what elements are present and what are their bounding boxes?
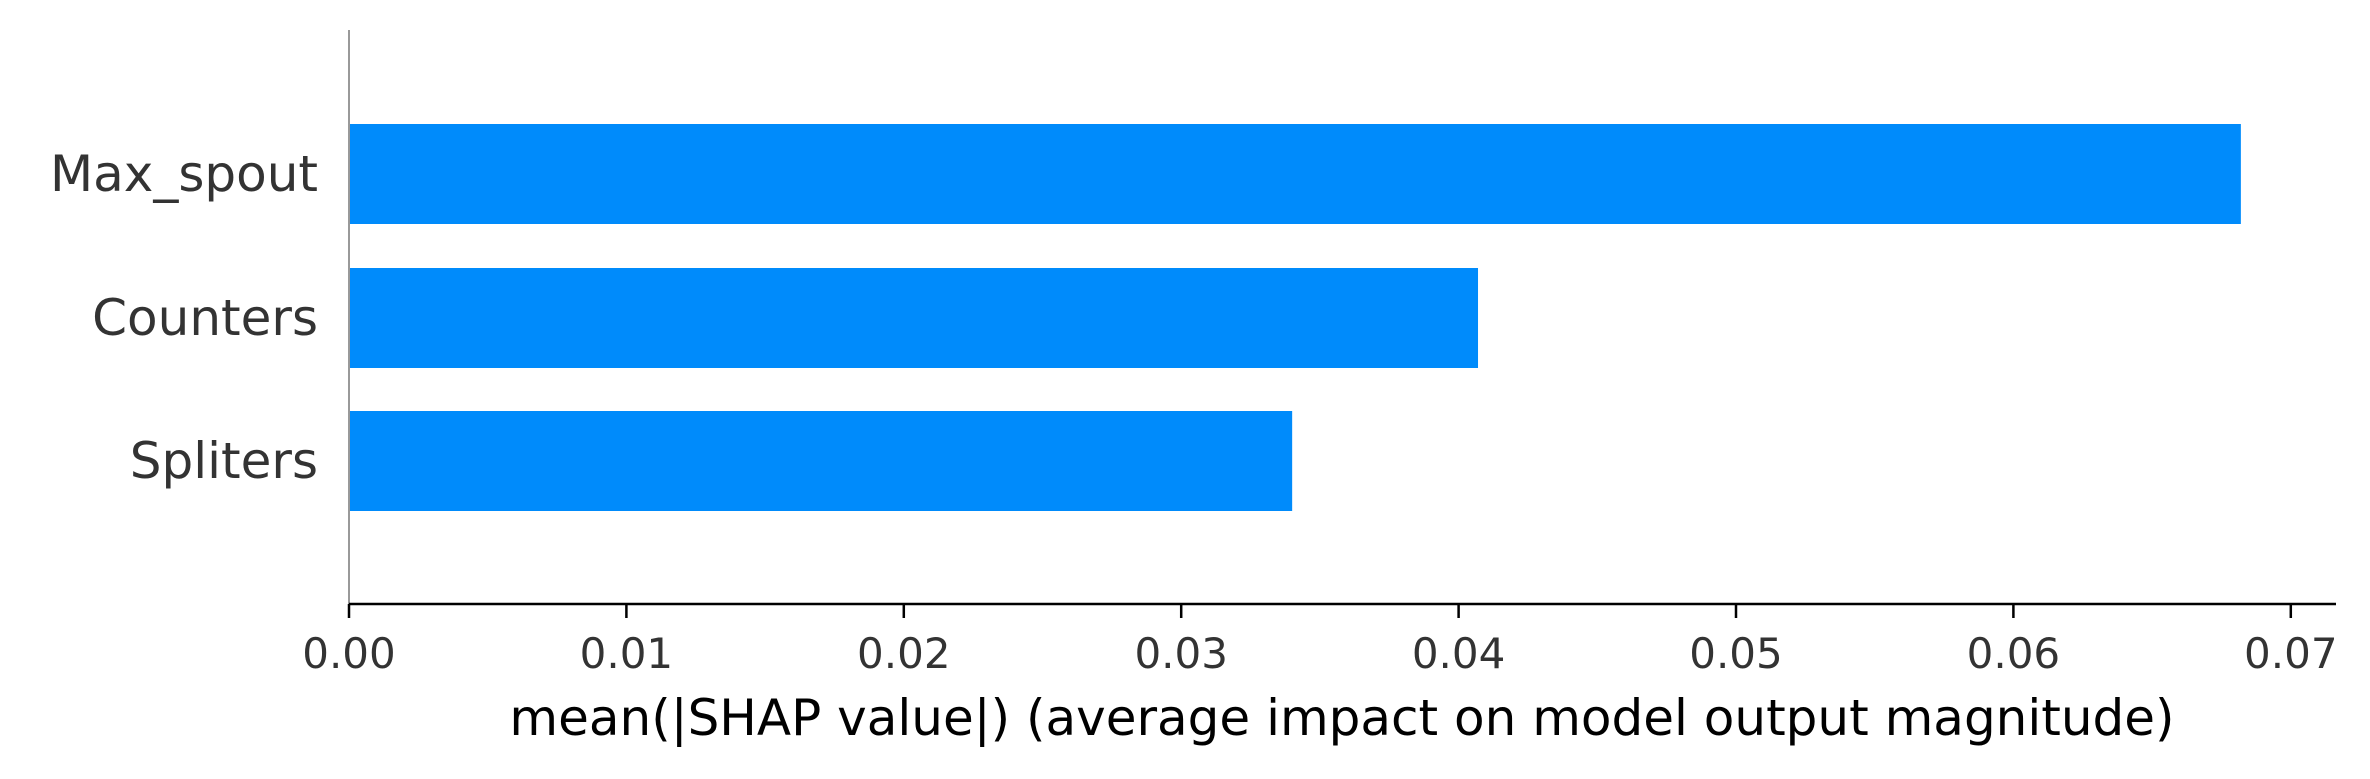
category-label-counters: Counters — [92, 289, 318, 347]
x-tick-label: 0.01 — [580, 629, 674, 678]
bars-group — [349, 124, 2241, 511]
bar-counters — [349, 268, 1479, 368]
x-tick-label: 0.03 — [1134, 629, 1228, 678]
category-labels-group: Max_spout Counters Spliters — [50, 145, 318, 490]
x-tick-label: 0.00 — [302, 629, 396, 678]
x-tick-label: 0.06 — [1967, 629, 2061, 678]
x-tick-label: 0.04 — [1412, 629, 1506, 678]
category-label-max_spout: Max_spout — [50, 145, 318, 203]
x-tick-label: 0.07 — [2244, 629, 2338, 678]
x-axis-title: mean(|SHAP value|) (average impact on mo… — [509, 689, 2174, 747]
bar-spliters — [349, 411, 1293, 511]
bar-max_spout — [349, 124, 2241, 224]
x-tick-label: 0.05 — [1689, 629, 1783, 678]
category-label-spliters: Spliters — [130, 432, 318, 490]
x-tick-label: 0.02 — [857, 629, 951, 678]
x-ticks-group: 0.00 0.01 0.02 0.03 0.04 0.05 0.06 0.07 — [302, 604, 2338, 678]
